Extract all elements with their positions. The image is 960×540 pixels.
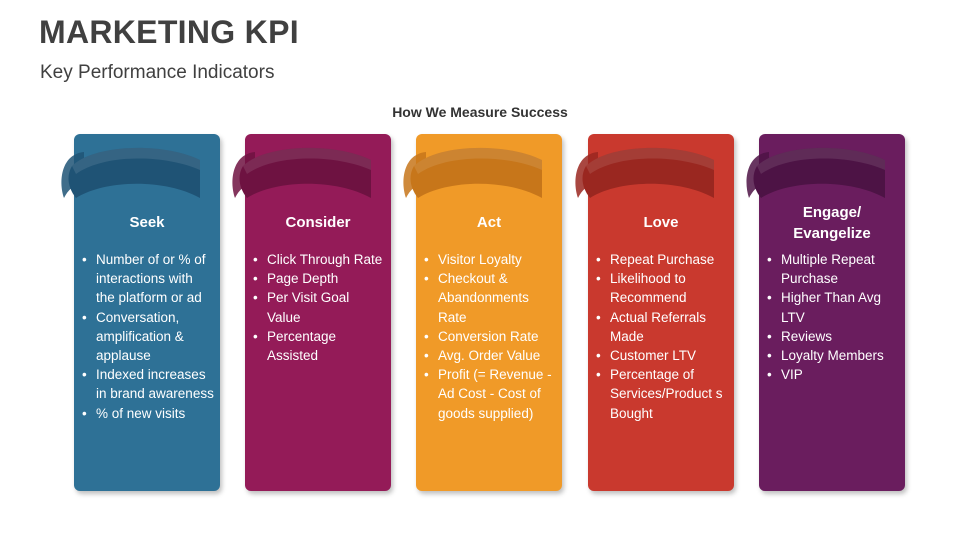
ribbon-banner-icon — [61, 147, 200, 198]
card-title: Seek — [129, 214, 165, 231]
kpi-card-seek: Seek Number of or % of interactions with … — [61, 134, 220, 491]
kpi-list-item: Per Visit Goal Value — [253, 288, 385, 326]
kpi-card-consider: Consider Click Through RatePage DepthPer … — [232, 134, 391, 491]
card-title: Consider — [285, 214, 351, 231]
kpi-list: Number of or % of interactions with the … — [82, 250, 214, 423]
kpi-list-item: Page Depth — [253, 269, 385, 288]
kpi-list-item: Conversation, amplification & applause — [82, 308, 214, 366]
kpi-list-item: Loyalty Members — [767, 346, 899, 365]
kpi-list: Multiple Repeat PurchaseHigher Than Avg … — [767, 250, 899, 385]
ribbon-banner-icon — [232, 147, 371, 198]
page-title: MARKETING KPI — [39, 14, 299, 50]
kpi-list-item: Reviews — [767, 327, 899, 346]
kpi-list: Visitor LoyaltyCheckout & Abandonments R… — [424, 250, 556, 423]
kpi-list-item: Click Through Rate — [253, 250, 385, 269]
kpi-card-engage: Engage/ Evangelize Multiple Repeat Purcha… — [746, 134, 905, 491]
page-subtitle: Key Performance Indicators — [40, 62, 275, 83]
card-title: Act — [476, 214, 502, 231]
kpi-list-item: Higher Than Avg LTV — [767, 288, 899, 326]
kpi-list-item: % of new visits — [82, 404, 214, 423]
kpi-list: Click Through RatePage DepthPer Visit Go… — [253, 250, 385, 365]
kpi-list-item: Visitor Loyalty — [424, 250, 556, 269]
kpi-list-item: Repeat Purchase — [596, 250, 728, 269]
kpi-list-item: VIP — [767, 365, 899, 384]
kpi-list-item: Conversion Rate — [424, 327, 556, 346]
kpi-card-love: Love Repeat PurchaseLikelihood to Recomme… — [575, 134, 734, 491]
kpi-card-act: Act Visitor LoyaltyCheckout & Abandonment… — [403, 134, 562, 491]
ribbon-banner-icon — [746, 147, 885, 198]
kpi-list-item: Avg. Order Value — [424, 346, 556, 365]
kpi-list: Repeat PurchaseLikelihood to RecommendAc… — [596, 250, 728, 423]
card-title: Love — [643, 214, 679, 231]
kpi-list-item: Indexed increases in brand awareness — [82, 365, 214, 403]
ribbon-banner-icon — [575, 147, 714, 198]
card-title: Engage/ Evangelize — [793, 204, 871, 242]
section-heading: How We Measure Success — [392, 104, 568, 120]
ribbon-banner-icon — [403, 147, 542, 198]
kpi-list-item: Checkout & Abandonments Rate — [424, 269, 556, 327]
kpi-list-item: Percentage Assisted — [253, 327, 385, 365]
kpi-list-item: Customer LTV — [596, 346, 728, 365]
kpi-list-item: Actual Referrals Made — [596, 308, 728, 346]
kpi-list-item: Percentage of Services/Product s Bought — [596, 365, 728, 423]
kpi-list-item: Profit (= Revenue - Ad Cost - Cost of go… — [424, 365, 556, 423]
kpi-list-item: Multiple Repeat Purchase — [767, 250, 899, 288]
kpi-list-item: Number of or % of interactions with the … — [82, 250, 214, 308]
kpi-list-item: Likelihood to Recommend — [596, 269, 728, 307]
